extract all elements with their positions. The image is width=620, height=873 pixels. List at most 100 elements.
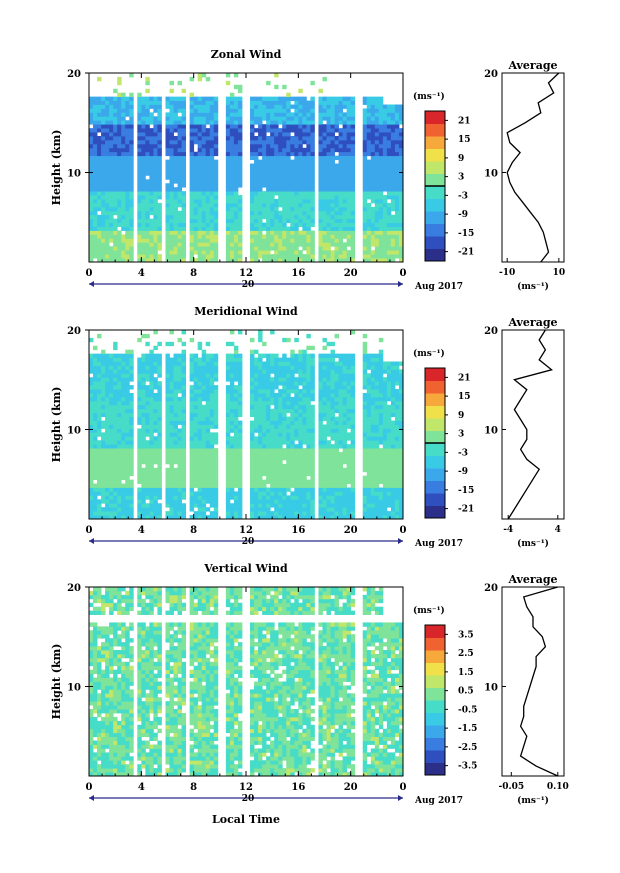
date-caption: Aug 2017 [414, 282, 463, 292]
colorbar-tick-label: 2.5 [458, 649, 474, 659]
profile-y-tick-label: 10 [484, 682, 498, 693]
colorbar-segment [425, 637, 445, 651]
colorbar-tick-label: -1.5 [458, 724, 477, 734]
y-tick-label: 20 [67, 69, 81, 80]
colorbar-tick-label: 9 [458, 154, 464, 164]
profile-unit: (ms⁻¹) [517, 281, 549, 292]
y-tick-label: 20 [67, 583, 81, 594]
colorbar-tick-label: -21 [458, 505, 474, 515]
y-axis-label: Height (km) [50, 644, 63, 720]
x-tick-label: 0 [400, 268, 407, 279]
profile-y-tick-label: 10 [484, 425, 498, 436]
colorbar-segment [425, 700, 445, 713]
colorbar-segment [425, 198, 445, 212]
x-tick-label: 0 [86, 525, 93, 536]
profile-y-tick-label: 20 [484, 583, 498, 594]
profile-y-tick-label: 20 [484, 326, 498, 337]
colorbar-segment [425, 650, 445, 663]
profile-title: Average [507, 316, 557, 329]
plot-frame [88, 72, 404, 263]
colorbar-segment [425, 430, 445, 444]
x-tick-label: 0 [400, 782, 407, 793]
colorbar-segment [425, 173, 445, 187]
heatmap-cells [89, 73, 404, 263]
colorbar-segment [425, 418, 445, 431]
colorbar-segment [425, 223, 445, 237]
colorbar-tick-label: -0.5 [458, 705, 477, 715]
colorbar-segment [425, 687, 445, 701]
colorbar-segment [425, 762, 445, 776]
date-bar: 20 Aug 2017 [89, 280, 463, 292]
profile-title: Average [507, 59, 557, 72]
colorbar-unit: (ms⁻¹) [413, 605, 445, 616]
colorbar-segment [425, 380, 445, 394]
profile-x-tick-label: -4 [503, 525, 513, 535]
colorbar-segment [425, 493, 445, 506]
profile-title: Average [507, 573, 557, 586]
x-tick-label: 20 [344, 782, 358, 793]
profile-x-tick-label: 10 [553, 268, 566, 278]
date-caption: Aug 2017 [414, 796, 463, 806]
colorbar-tick-label: 1.5 [458, 668, 474, 678]
colorbar-segment [425, 111, 445, 124]
date-mark: 20 [242, 280, 255, 290]
x-tick-label: 4 [138, 525, 145, 536]
date-bar-arrow-left [89, 538, 94, 544]
x-tick-label: 12 [239, 525, 253, 536]
profile-unit: (ms⁻¹) [517, 795, 549, 806]
colorbar-segment [425, 468, 445, 481]
colorbar-tick-label: 15 [458, 135, 471, 145]
colorbar-tick-label: -21 [458, 248, 474, 258]
x-tick-label: 16 [291, 268, 305, 279]
y-tick-label: 20 [67, 326, 81, 337]
x-ticks: 0 4 8 12 16 20 0 [86, 330, 407, 536]
colorbar-segment [425, 455, 445, 469]
x-tick-label: 8 [190, 268, 197, 279]
y-ticks: 10 20 [67, 583, 403, 693]
x-tick-label: 16 [291, 782, 305, 793]
x-ticks: 0 4 8 12 16 20 0 [86, 587, 407, 793]
profile-x-tick-label: 0.10 [547, 782, 569, 792]
y-tick-label: 10 [67, 425, 81, 436]
date-caption: Aug 2017 [414, 539, 463, 549]
profile-frame [501, 329, 565, 520]
x-tick-label: 12 [239, 268, 253, 279]
date-bar: 20 Aug 2017 [89, 537, 463, 549]
colorbar-segment [425, 248, 445, 262]
x-tick-label: 12 [239, 782, 253, 793]
x-ticks: 0 4 8 12 16 20 0 [86, 73, 407, 279]
x-tick-label: 4 [138, 268, 145, 279]
colorbar-segment [425, 211, 445, 224]
colorbar-segment [425, 236, 445, 249]
x-tick-label: 20 [344, 525, 358, 536]
colorbar-tick-label: 9 [458, 411, 464, 421]
y-tick-label: 10 [67, 168, 81, 179]
colorbar-segment [425, 186, 445, 199]
date-bar-arrow-right [398, 538, 403, 544]
profile-line [507, 329, 554, 520]
x-tick-label: 4 [138, 782, 145, 793]
colorbar-segment [425, 368, 445, 381]
x-tick-label: 0 [86, 268, 93, 279]
panel-title: Meridional Wind [194, 305, 298, 318]
average-profile: Average 10 20 -0.05 0.10 (ms⁻¹) [484, 573, 569, 806]
colorbar-tick-label: -15 [458, 229, 474, 239]
profile-line [519, 586, 559, 777]
date-mark: 20 [242, 794, 255, 804]
colorbar-unit: (ms⁻¹) [413, 348, 445, 359]
y-axis-label: Height (km) [50, 387, 63, 463]
colorbar-frame [424, 624, 446, 776]
profile-line [506, 72, 560, 263]
panel-title: Zonal Wind [211, 48, 282, 61]
colorbar-tick-label: 3.5 [458, 630, 474, 640]
profile-unit: (ms⁻¹) [517, 538, 549, 549]
colorbar-tick-label: -9 [458, 467, 468, 477]
colorbar-tick-label: 3 [458, 173, 464, 183]
date-bar: 20 Aug 2017 [89, 794, 463, 806]
colorbar: (ms⁻¹) 3.5 2.5 1.5 0.5 -0.5 -1.5 -2.5 -3.5 [413, 605, 477, 776]
x-tick-label: 20 [344, 268, 358, 279]
profile-x-tick-label: 4 [555, 525, 561, 535]
